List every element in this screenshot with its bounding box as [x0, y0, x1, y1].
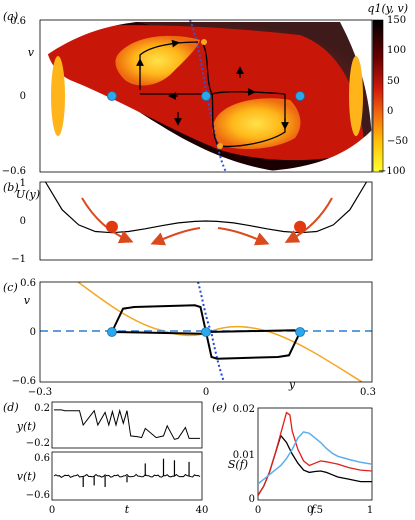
panel-label-a: (a) — [3, 10, 18, 23]
arrow-b2 — [150, 227, 201, 246]
panel-a: 0.6 0 −0.6 v q1(y, v) 150 100 50 0 −50 −… — [2, 2, 408, 177]
fixed-point-a-2 — [295, 91, 305, 101]
c-xtick-2: 0.3 — [360, 387, 376, 398]
b-ylabel: U(y) — [16, 188, 40, 201]
panel-b: 1 0 −1 U(y) — [11, 178, 373, 265]
d-top-ytick-1: −0.2 — [26, 438, 50, 449]
ball-0 — [105, 220, 118, 233]
trajectory-a1 — [139, 41, 199, 90]
b-ytick-1: 0 — [20, 216, 26, 227]
ball-1 — [294, 220, 307, 233]
d-bot-ylabel: v(t) — [17, 470, 36, 483]
c-ylabel: v — [24, 294, 31, 307]
panel-label-b: (b) — [3, 181, 19, 194]
arrow-b1 — [81, 197, 134, 244]
spectrum-blue — [258, 431, 372, 485]
e-xlabel: f — [310, 503, 317, 516]
panel-label-d: (d) — [3, 401, 19, 414]
fixed-point-c-2 — [295, 327, 305, 337]
panel-d: 0.2 −0.2 y(t) 0.6 −0.6 v(t) 0 40 t — [16, 401, 209, 516]
colorbar-label: q1(y, v) — [367, 2, 408, 15]
b-ytick-2: −1 — [11, 254, 26, 265]
colorbar-tick-2: 50 — [387, 76, 400, 87]
c-ytick-1: 0 — [30, 327, 36, 338]
fixed-point-c-0 — [107, 327, 117, 337]
colorbar-tick-5: −100 — [378, 166, 405, 177]
d-top-ytick-0: 0.2 — [34, 403, 50, 414]
e-xtick-2: 1 — [367, 505, 373, 516]
trajectory-a2 — [201, 41, 213, 95]
panel-label-e: (e) — [212, 401, 227, 414]
c-xtick-0: −0.3 — [28, 387, 52, 398]
orange-point-a2 — [217, 143, 223, 149]
d-bot-ytick-0: 0.6 — [34, 453, 50, 464]
v-timeseries — [53, 473, 201, 479]
fixed-points-c — [107, 327, 305, 337]
fixed-point-a-0 — [107, 91, 117, 101]
c-xlabel: y — [288, 378, 296, 391]
a-ytick-0: 0.6 — [10, 16, 26, 27]
fixed-point-a-1 — [201, 91, 211, 101]
a-ytick-1: 0 — [20, 91, 26, 102]
e-xtick-1: 0.5 — [307, 505, 323, 516]
heatmap-corner-br — [250, 130, 372, 172]
panel-a-border — [39, 19, 373, 173]
panel-d-top-frame — [51, 401, 203, 449]
colorbar-tick-0: 150 — [387, 15, 406, 26]
colorbar — [372, 19, 384, 173]
trajectory-a5 — [140, 93, 219, 147]
heatmap-corner-tl — [40, 20, 160, 60]
heatmap-edge-right — [349, 56, 363, 136]
arrow-a2 — [169, 39, 180, 48]
y-timeseries — [54, 408, 200, 440]
potential-curve — [44, 181, 368, 234]
c-xtick-1: 0 — [203, 387, 209, 398]
d-bot-ytick-1: −0.6 — [26, 490, 50, 501]
e-ytick-1: 0.01 — [233, 450, 255, 461]
colorbar-tick-3: 0 — [387, 106, 393, 117]
panel-c: 0.6 0 −0.6 v −0.3 0 0.3 y — [12, 278, 376, 398]
e-ytick-2: 0 — [249, 494, 255, 505]
spectrum-red — [258, 411, 372, 496]
a-ylabel: v — [28, 46, 35, 59]
c-ytick-2: −0.6 — [12, 376, 36, 387]
heatmap-edge-left — [51, 56, 65, 136]
trajectory-a4 — [217, 94, 286, 148]
minima-b — [105, 220, 307, 233]
d-xtick-1: 40 — [196, 505, 209, 516]
nullcline-a — [189, 20, 227, 172]
panel-e: 0.02 0.01 0 S(f) 0 0.5 1 f — [228, 404, 373, 516]
heatmap-a — [40, 20, 372, 172]
fixed-point-c-1 — [201, 327, 211, 337]
trajectory-a3 — [211, 91, 286, 95]
d-top-ylabel: y(t) — [16, 420, 36, 433]
arrow-b4 — [284, 197, 333, 243]
panel-e-frame — [257, 407, 373, 501]
b-ytick-0: 1 — [20, 178, 26, 189]
panel-label-c: (c) — [3, 281, 18, 294]
arrow-b3 — [217, 227, 270, 246]
heatmap-blob-left — [115, 35, 200, 86]
e-xtick-0: 0 — [255, 505, 261, 516]
a-ytick-2: −0.6 — [2, 166, 26, 177]
e-ytick-0: 0.02 — [233, 404, 255, 415]
d-xtick-0: 0 — [49, 505, 55, 516]
fixed-points-a — [107, 91, 305, 101]
c-ytick-0: 0.6 — [20, 278, 36, 289]
colorbar-tick-1: 100 — [387, 45, 406, 56]
d-xlabel: t — [125, 503, 130, 516]
panel-c-border — [39, 281, 373, 383]
e-ylabel: S(f) — [228, 458, 248, 471]
colorbar-tick-4: −50 — [387, 136, 408, 147]
orange-point-a1 — [201, 39, 207, 45]
